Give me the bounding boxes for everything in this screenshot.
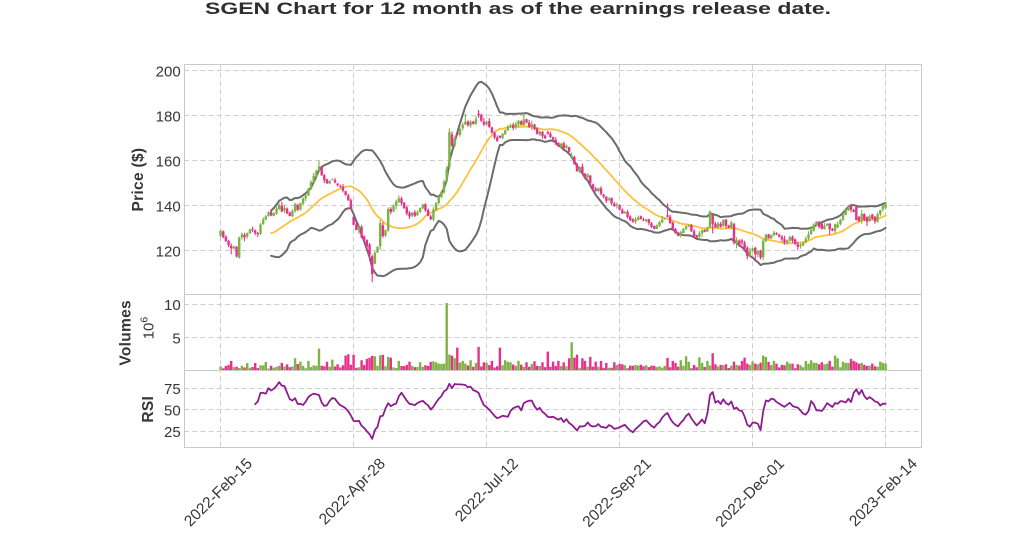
- svg-text:160: 160: [156, 153, 181, 170]
- svg-text:140: 140: [156, 198, 181, 215]
- svg-text:120: 120: [156, 243, 181, 260]
- svg-text:180: 180: [156, 108, 181, 125]
- svg-text:200: 200: [156, 63, 181, 80]
- svg-text:Volumes: Volumes: [117, 300, 134, 366]
- svg-text:SGEN Chart for 12 month as of: SGEN Chart for 12 month as of the earnin…: [205, 0, 831, 18]
- svg-text:RSI: RSI: [140, 396, 157, 423]
- svg-text:10: 10: [164, 297, 181, 314]
- svg-text:75: 75: [164, 381, 181, 398]
- svg-text:5: 5: [172, 331, 180, 348]
- svg-text:25: 25: [164, 424, 181, 441]
- svg-text:Price ($): Price ($): [130, 148, 147, 212]
- svg-text:50: 50: [164, 403, 181, 420]
